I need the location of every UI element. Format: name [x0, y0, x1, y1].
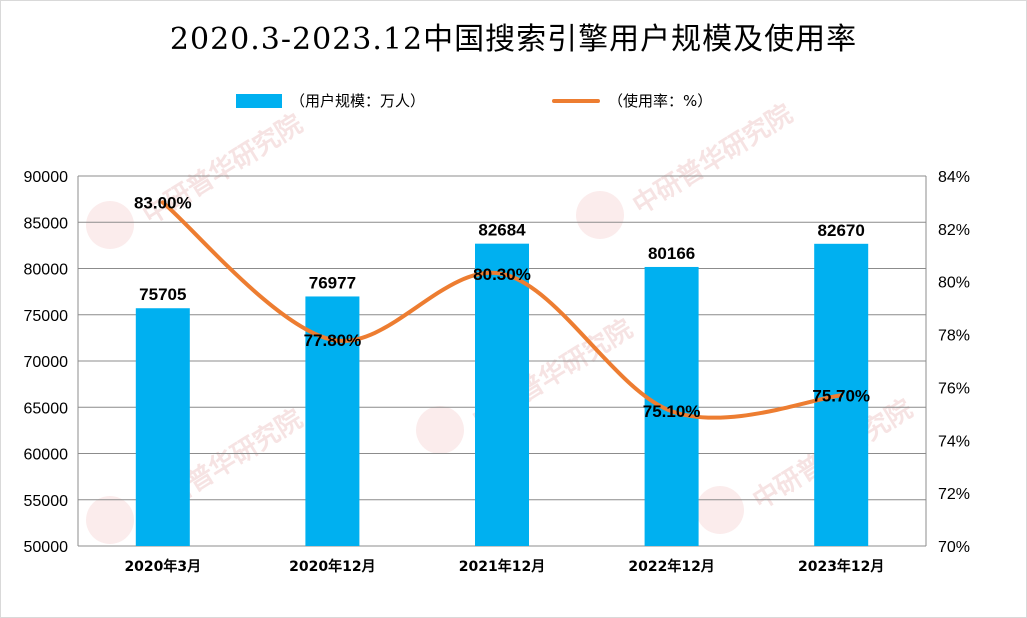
x-tick-label: 2020年12月	[289, 558, 375, 575]
legend: （用户规模：万人） （使用率：%）	[0, 90, 1027, 114]
x-tick-label: 2022年12月	[628, 558, 714, 575]
y-right-tick-label: 70%	[938, 539, 970, 556]
y-left-tick-label: 55000	[24, 493, 69, 510]
x-tick-label: 2020年3月	[124, 558, 201, 575]
x-tick-label: 2023年12月	[798, 558, 884, 575]
x-tick-label: 2021年12月	[459, 558, 545, 575]
line-value-label: 77.80%	[304, 331, 362, 350]
y-left-tick-label: 50000	[24, 539, 69, 556]
bar-value-label: 75705	[139, 285, 186, 304]
bar-value-label: 82670	[818, 221, 865, 240]
chart-title: 2020.3-2023.12中国搜索引擎用户规模及使用率	[169, 22, 858, 57]
y-left-tick-label: 85000	[24, 215, 69, 232]
y-left-tick-label: 70000	[24, 354, 69, 371]
line-value-label: 80.30%	[473, 265, 531, 284]
line-value-label: 75.70%	[812, 386, 870, 405]
bar-series	[135, 243, 869, 547]
y-right-tick-label: 76%	[938, 380, 970, 397]
line-series	[160, 200, 844, 420]
data-labels: 75705 76977 82684 80166 82670 83.00% 77.80% 80.…	[134, 193, 870, 421]
y-right-tick-label: 84%	[938, 169, 970, 186]
watermark-seal	[86, 201, 134, 249]
line-value-label: 75.10%	[643, 402, 701, 421]
y-left-tick-label: 75000	[24, 308, 69, 325]
y-right-tick-label: 80%	[938, 275, 970, 292]
watermark-text: 中研普华研究院	[627, 98, 798, 221]
line-value-label: 83.00%	[134, 193, 192, 212]
legend-line-swatch	[552, 98, 600, 103]
y-right-tick-label: 82%	[938, 222, 970, 239]
watermark-text: 中研普华研究院	[137, 108, 308, 231]
bar-value-label: 76977	[309, 273, 356, 292]
legend-item-line: （使用率：%）	[552, 90, 712, 111]
legend-item-bar: （用户规模：万人）	[236, 90, 425, 111]
watermark-seal	[86, 496, 134, 544]
watermark-seal	[576, 191, 624, 239]
bar	[135, 308, 190, 546]
y-left-tick-label: 90000	[24, 169, 69, 186]
legend-bar-swatch	[236, 93, 282, 108]
axes: 50000 55000 60000 65000 70000 75000 80000 85000…	[24, 169, 971, 575]
bar-value-label: 80166	[648, 244, 695, 263]
y-right-tick-label: 72%	[938, 486, 970, 503]
bar-value-label: 82684	[478, 221, 526, 240]
y-left-tick-label: 65000	[24, 400, 69, 417]
watermark-seal	[416, 406, 464, 454]
bar	[475, 243, 529, 546]
legend-line-label: （使用率：%）	[608, 92, 713, 110]
watermark-seal	[696, 486, 744, 534]
y-left-tick-label: 80000	[24, 262, 69, 279]
y-right-tick-label: 74%	[938, 433, 970, 450]
y-right-tick-label: 78%	[938, 328, 970, 345]
legend-bar-label: （用户规模：万人）	[290, 92, 426, 110]
y-left-tick-label: 60000	[24, 447, 69, 464]
bar	[644, 266, 699, 546]
